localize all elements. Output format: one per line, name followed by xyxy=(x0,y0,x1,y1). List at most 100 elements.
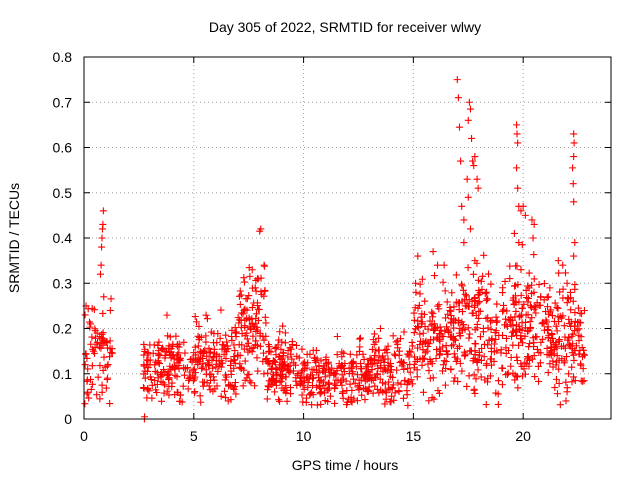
data-point xyxy=(103,338,111,346)
data-point xyxy=(106,306,114,314)
data-point xyxy=(534,362,542,370)
data-point xyxy=(524,298,532,306)
data-point xyxy=(171,391,179,399)
data-point xyxy=(84,365,92,373)
data-point xyxy=(303,364,311,372)
data-point xyxy=(474,366,482,374)
data-point xyxy=(426,355,434,363)
data-point xyxy=(158,397,166,405)
data-point xyxy=(487,280,495,288)
data-point xyxy=(493,300,501,308)
y-tick-label: 0.5 xyxy=(53,185,73,201)
data-point xyxy=(265,341,273,349)
data-point xyxy=(99,207,107,215)
data-point xyxy=(394,344,402,352)
data-point xyxy=(370,330,378,338)
data-point xyxy=(508,328,516,336)
data-point xyxy=(512,307,520,315)
data-point xyxy=(89,345,97,353)
data-point xyxy=(357,360,365,368)
data-point xyxy=(282,373,290,381)
data-point xyxy=(202,311,210,319)
data-point xyxy=(188,355,196,363)
data-point xyxy=(227,396,235,404)
data-point xyxy=(515,239,523,247)
data-point xyxy=(454,319,462,327)
data-point xyxy=(151,376,159,384)
data-point xyxy=(530,251,538,259)
data-point xyxy=(264,386,272,394)
data-point xyxy=(389,373,397,381)
data-point xyxy=(562,353,570,361)
data-point xyxy=(203,352,211,360)
data-point xyxy=(221,376,229,384)
data-point xyxy=(376,325,384,332)
data-point xyxy=(343,401,351,409)
data-point xyxy=(305,375,313,383)
data-point xyxy=(321,397,329,405)
data-point xyxy=(572,342,580,350)
data-point xyxy=(140,351,148,359)
data-point xyxy=(563,388,571,396)
data-point xyxy=(393,366,401,374)
data-point xyxy=(428,394,436,402)
data-point xyxy=(240,366,248,374)
data-point xyxy=(445,328,453,336)
data-point xyxy=(361,396,369,404)
data-point xyxy=(392,338,400,346)
data-point xyxy=(353,397,361,405)
data-point xyxy=(269,374,277,382)
data-point xyxy=(483,295,491,303)
data-point xyxy=(369,376,377,384)
data-point xyxy=(482,401,490,409)
data-point xyxy=(548,334,556,342)
data-point xyxy=(524,282,532,290)
data-point xyxy=(517,291,525,299)
data-point xyxy=(199,354,207,362)
data-point xyxy=(217,306,225,314)
data-point xyxy=(492,318,500,326)
data-point xyxy=(81,311,89,319)
data-point xyxy=(391,389,399,397)
data-point xyxy=(551,384,559,392)
data-point xyxy=(530,352,538,360)
data-point xyxy=(370,340,378,348)
data-point xyxy=(98,243,106,251)
data-point xyxy=(273,372,281,380)
data-point xyxy=(94,338,102,346)
data-point xyxy=(499,364,507,372)
data-point xyxy=(99,309,107,317)
data-point xyxy=(367,356,375,364)
data-point xyxy=(281,329,289,337)
data-point xyxy=(279,322,287,330)
data-point xyxy=(576,350,584,358)
data-point xyxy=(200,378,208,386)
y-axis-label: SRMTID / TECUs xyxy=(6,183,22,293)
data-point xyxy=(530,275,538,283)
data-point xyxy=(454,94,462,102)
data-point xyxy=(525,269,533,277)
data-point xyxy=(406,368,414,376)
data-point xyxy=(533,345,541,353)
data-point xyxy=(315,362,323,370)
data-point xyxy=(573,326,581,334)
data-point xyxy=(466,105,474,113)
data-point xyxy=(449,332,457,340)
data-point xyxy=(179,382,187,390)
data-point xyxy=(374,346,382,354)
data-point xyxy=(265,348,273,356)
data-point xyxy=(524,311,532,319)
data-point xyxy=(159,379,167,387)
data-point xyxy=(507,362,515,370)
data-point xyxy=(565,320,573,328)
data-point xyxy=(421,297,429,305)
data-point xyxy=(517,266,525,274)
data-point xyxy=(477,373,485,381)
data-point xyxy=(275,396,283,404)
data-point xyxy=(191,343,199,351)
data-point xyxy=(447,307,455,315)
data-point xyxy=(455,306,463,314)
data-point xyxy=(404,378,412,386)
data-point xyxy=(98,234,106,242)
data-point xyxy=(340,368,348,376)
